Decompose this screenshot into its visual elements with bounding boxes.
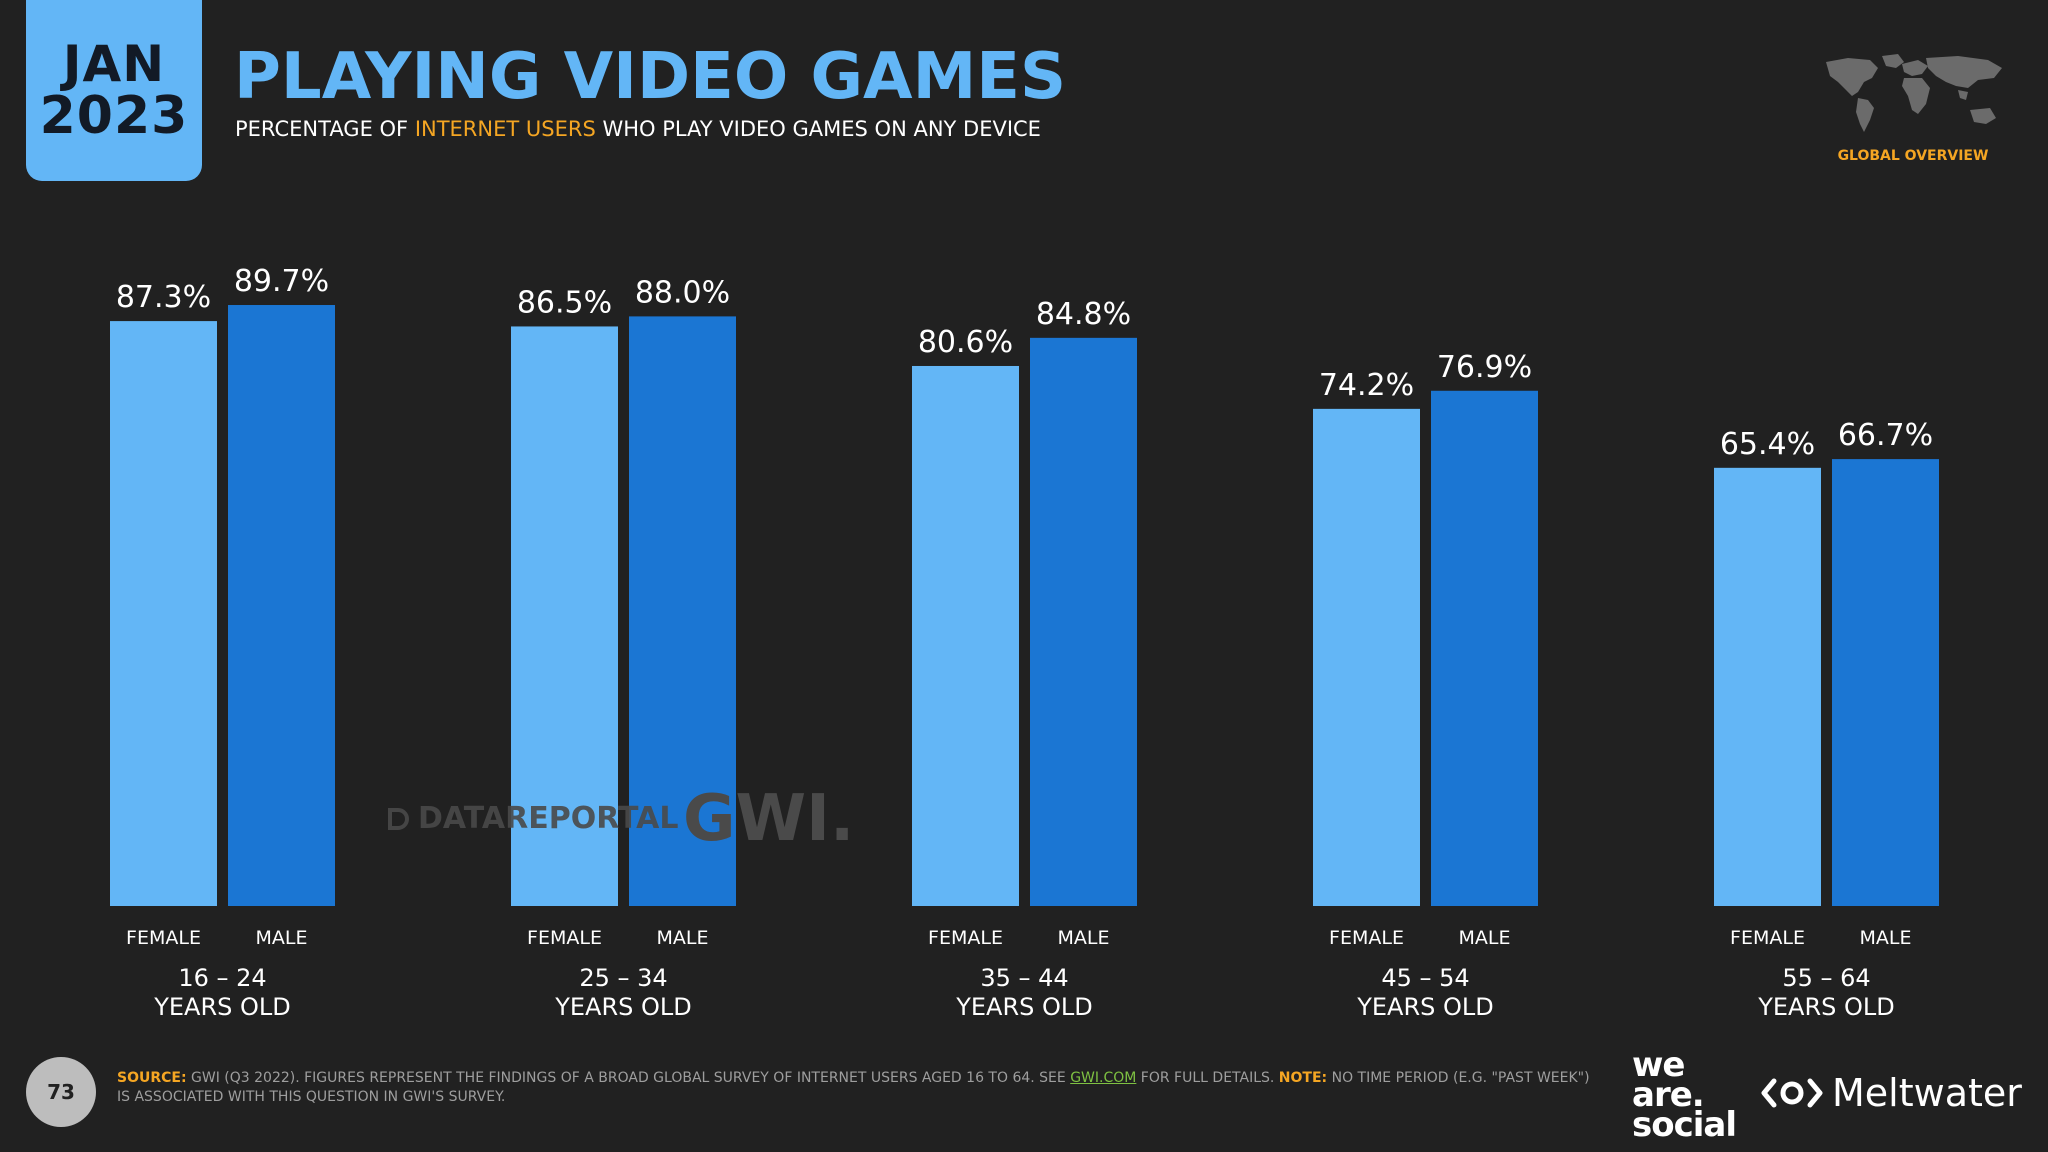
bar-male (228, 305, 335, 906)
data-label: 80.6% (918, 325, 1013, 360)
date-badge: JAN 2023 (26, 0, 202, 181)
bar-female (1313, 408, 1420, 906)
bar-female (912, 365, 1019, 906)
category-label-line1: 16 – 24 (178, 964, 266, 992)
category-label-line2: YEARS OLD (1757, 993, 1895, 1020)
data-label: 66.7% (1838, 418, 1933, 453)
category-label-line2: YEARS OLD (955, 993, 1093, 1020)
badge-year: 2023 (39, 85, 189, 146)
data-label: 76.9% (1437, 350, 1532, 385)
series-label: MALE (657, 927, 709, 949)
we-are-social-line-1: we (1632, 1045, 1685, 1085)
datareportal-text: DATAREPORTAL (418, 801, 679, 836)
data-label: 84.8% (1036, 297, 1131, 332)
bar-female (1714, 467, 1821, 906)
note-label: NOTE: (1278, 1070, 1328, 1086)
category-label-line2: YEARS OLD (153, 993, 291, 1020)
source-link[interactable]: GWI.COM (1070, 1070, 1137, 1086)
series-label: FEMALE (527, 927, 602, 949)
data-label: 89.7% (234, 264, 329, 299)
data-label: 87.3% (116, 280, 211, 315)
source-note: SOURCE: GWI (Q3 2022). FIGURES REPRESENT… (117, 1069, 1597, 1107)
page-number: 73 (26, 1057, 96, 1127)
source-text-2: FOR FULL DETAILS. (1136, 1070, 1279, 1086)
series-label: MALE (256, 927, 308, 949)
data-label: 74.2% (1319, 368, 1414, 403)
category-label-line1: 55 – 64 (1782, 964, 1870, 992)
series-label: FEMALE (928, 927, 1003, 949)
subtitle-pre: PERCENTAGE OF (235, 117, 415, 141)
badge-month: JAN (62, 34, 166, 93)
datareportal-logo-icon (388, 808, 409, 830)
series-label: MALE (1058, 927, 1110, 949)
series-label: FEMALE (1329, 927, 1404, 949)
bar-male (629, 316, 736, 906)
bar-male (1431, 390, 1538, 906)
category-label-line1: 25 – 34 (579, 964, 667, 992)
bar-female (511, 326, 618, 906)
series-label: FEMALE (126, 927, 201, 949)
page-subtitle: PERCENTAGE OF INTERNET USERS WHO PLAY VI… (235, 117, 1041, 141)
source-text-1: GWI (Q3 2022). FIGURES REPRESENT THE FIN… (186, 1070, 1071, 1086)
global-overview-label: GLOBAL OVERVIEW (1837, 148, 1989, 164)
bar-male (1030, 337, 1137, 907)
series-label: MALE (1459, 927, 1511, 949)
data-label: 86.5% (517, 285, 612, 320)
we-are-social-logo: we are. social (1632, 1045, 1737, 1145)
data-label: 88.0% (635, 275, 730, 310)
we-are-social-line-2: are. (1632, 1075, 1705, 1115)
category-label-line2: YEARS OLD (554, 993, 692, 1020)
subtitle-highlight: INTERNET USERS (414, 117, 596, 141)
we-are-social-line-3: social (1632, 1105, 1737, 1145)
bar-male (1832, 459, 1939, 906)
note-text: NO TIME PERIOD (E.G. "PAST WEEK") IS ASS… (117, 1070, 1590, 1105)
series-label: FEMALE (1730, 927, 1805, 949)
category-label-line1: 45 – 54 (1381, 964, 1469, 992)
page-title: PLAYING VIDEO GAMES (234, 40, 1067, 114)
meltwater-mark-icon (1761, 1078, 1823, 1108)
meltwater-text: Meltwater (1832, 1071, 2022, 1115)
datareportal-watermark: DATAREPORTAL (386, 801, 678, 836)
category-label-line2: YEARS OLD (1356, 993, 1494, 1020)
category-label-line1: 35 – 44 (980, 964, 1068, 992)
source-label: SOURCE: (117, 1070, 187, 1086)
series-label: MALE (1860, 927, 1912, 949)
meltwater-logo: Meltwater (1760, 1071, 2022, 1115)
gwi-watermark: GWI. (683, 782, 855, 856)
world-map-icon (1826, 54, 2002, 132)
bar-female (110, 321, 217, 907)
data-label: 65.4% (1720, 427, 1815, 462)
subtitle-post: WHO PLAY VIDEO GAMES ON ANY DEVICE (595, 117, 1041, 141)
